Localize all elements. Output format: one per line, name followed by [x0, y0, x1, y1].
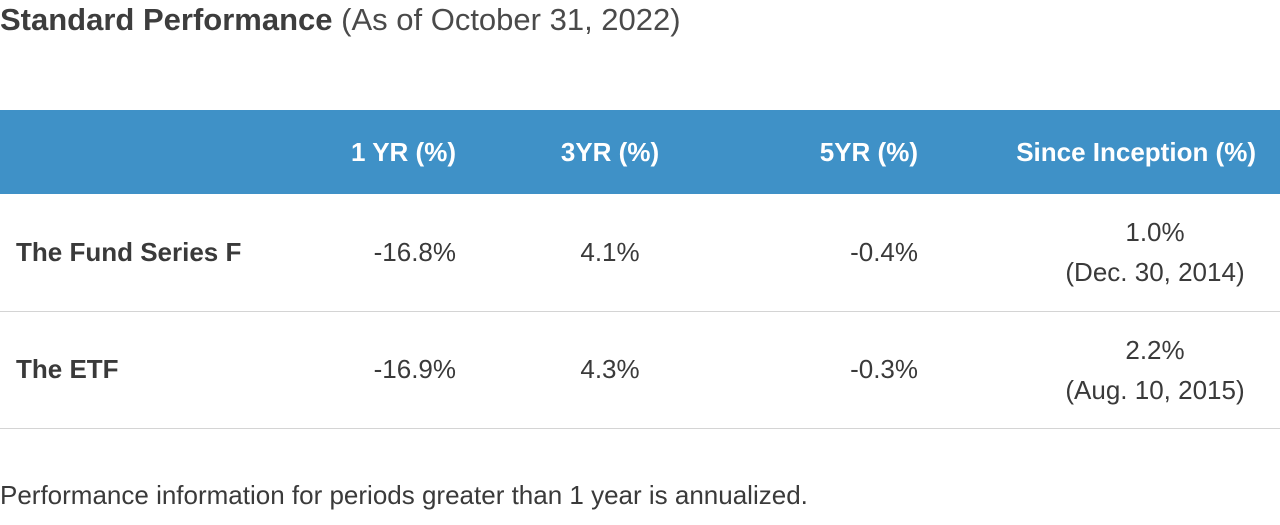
cell-3yr: 4.1%: [580, 236, 640, 267]
header-3yr: 3YR (%): [560, 136, 660, 167]
inception-date: (Aug. 10, 2015): [1065, 374, 1245, 405]
cell-3yr: 4.3%: [580, 354, 640, 384]
header-1yr: 1 YR (%): [351, 136, 456, 167]
header-5yr: 5YR (%): [819, 136, 918, 167]
cell-5yr: -0.3%: [850, 354, 918, 384]
cell-1yr: -16.9%: [373, 354, 456, 384]
table-row: The Fund Series F -16.8% 4.1% -0.4% 1.0%…: [0, 194, 1280, 311]
page-title-date: (As of October 31, 2022): [341, 2, 681, 37]
cell-5yr: -0.4%: [850, 236, 918, 267]
row-name: The Fund Series F: [16, 236, 242, 267]
table-header-row: 1 YR (%) 3YR (%) 5YR (%) Since Inception…: [0, 110, 1280, 194]
inception-date: (Dec. 30, 2014): [1065, 257, 1245, 288]
page-title: Standard Performance (As of October 31, …: [0, 0, 681, 40]
cell-1yr: -16.8%: [373, 236, 456, 267]
table-header: 1 YR (%) 3YR (%) 5YR (%) Since Inception…: [0, 110, 1280, 194]
since-inception-value: 1.0%: [1125, 217, 1185, 248]
page-title-main: Standard Performance: [0, 2, 333, 37]
cell-since-inception: 1.0% (Dec. 30, 2014): [950, 194, 1280, 311]
footnote: Performance information for periods grea…: [0, 480, 808, 510]
table-row: The ETF -16.9% 4.3% -0.3% 2.2% (Aug. 10,…: [0, 311, 1280, 428]
header-empty-cell: [0, 110, 300, 194]
since-inception-value: 2.2%: [1125, 334, 1185, 365]
performance-table: 1 YR (%) 3YR (%) 5YR (%) Since Inception…: [0, 110, 1280, 429]
row-name: The ETF: [16, 354, 119, 384]
cell-since-inception: 2.2% (Aug. 10, 2015): [950, 311, 1280, 428]
header-since-inception: Since Inception (%): [1016, 136, 1256, 167]
table-body: The Fund Series F -16.8% 4.1% -0.4% 1.0%…: [0, 194, 1280, 428]
